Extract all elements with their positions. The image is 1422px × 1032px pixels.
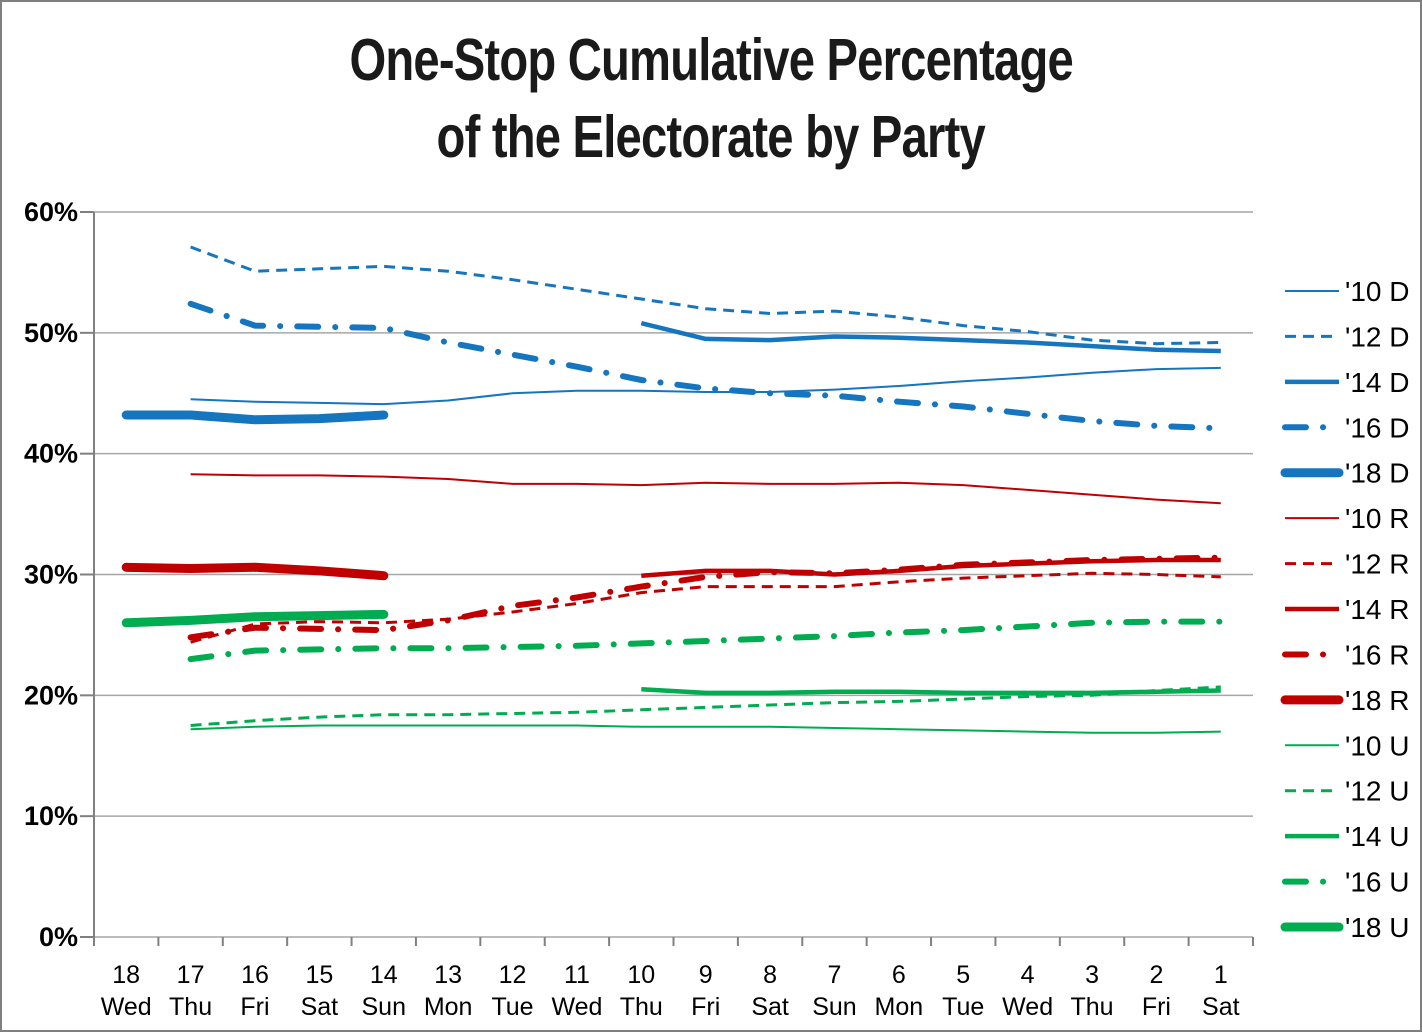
series-line-16r xyxy=(187,554,1224,641)
x-tick-weekday-label: Mon xyxy=(875,993,924,1021)
x-tick-weekday-label: Mon xyxy=(424,993,473,1021)
x-tick-day-label: 17 xyxy=(177,961,205,989)
x-tick-day-label: 5 xyxy=(956,961,970,989)
legend-label: '14 R xyxy=(1345,594,1410,625)
y-tick-label: 10% xyxy=(24,801,78,831)
series-line-18d xyxy=(121,410,389,425)
x-tick-weekday-label: Wed xyxy=(551,993,602,1021)
legend-label: '12 D xyxy=(1345,321,1410,352)
y-tick-label: 50% xyxy=(24,318,78,348)
chart-title: One-Stop Cumulative Percentage of the El… xyxy=(2,22,1420,176)
x-tick-day-label: 14 xyxy=(370,961,398,989)
x-tick-day-label: 16 xyxy=(241,961,269,989)
series-line-18u xyxy=(121,609,389,628)
x-tick-day-label: 1 xyxy=(1214,961,1228,989)
series-line-10r xyxy=(190,473,1221,505)
x-tick-day-label: 6 xyxy=(892,961,906,989)
series-line-10u xyxy=(190,724,1221,734)
x-tick-weekday-label: Wed xyxy=(1002,993,1053,1021)
y-tick-label: 60% xyxy=(24,197,78,227)
x-tick-day-label: 8 xyxy=(763,961,777,989)
legend-label: '14 U xyxy=(1345,821,1410,852)
x-tick-weekday-label: Sat xyxy=(301,993,339,1021)
x-tick-weekday-label: Thu xyxy=(1070,993,1113,1021)
series-line-16u xyxy=(187,618,1224,663)
legend-label: '10 U xyxy=(1345,730,1410,761)
series-line-12u xyxy=(190,685,1221,727)
series-line-14d xyxy=(640,321,1221,354)
y-tick-label: 40% xyxy=(24,439,78,469)
x-tick-weekday-label: Sun xyxy=(362,993,406,1021)
x-tick-weekday-label: Wed xyxy=(101,993,152,1021)
x-tick-weekday-label: Thu xyxy=(169,993,212,1021)
x-tick-weekday-label: Sun xyxy=(812,993,856,1021)
x-tick-day-label: 12 xyxy=(499,961,527,989)
series-line-10d xyxy=(190,366,1221,406)
x-tick-day-label: 13 xyxy=(434,961,462,989)
x-tick-day-label: 9 xyxy=(699,961,713,989)
x-tick-weekday-label: Fri xyxy=(691,993,720,1021)
legend-label: '10 R xyxy=(1345,503,1410,534)
x-tick-day-label: 11 xyxy=(564,961,590,989)
series-line-18r xyxy=(121,562,389,581)
x-tick-day-label: 10 xyxy=(627,961,655,989)
legend-label: '14 D xyxy=(1345,367,1410,398)
x-tick-day-label: 18 xyxy=(112,961,140,989)
x-tick-day-label: 4 xyxy=(1021,961,1035,989)
legend-label: '18 U xyxy=(1345,912,1410,943)
series-line-14u xyxy=(641,687,1221,696)
legend-label: '12 R xyxy=(1345,549,1410,580)
x-tick-weekday-label: Sat xyxy=(1202,993,1240,1021)
x-tick-weekday-label: Tue xyxy=(491,993,533,1021)
chart-title-line2: of the Electorate by Party xyxy=(436,104,986,170)
x-tick-day-label: 2 xyxy=(1149,961,1163,989)
x-tick-day-label: 3 xyxy=(1085,961,1099,989)
series-line-14r xyxy=(641,557,1221,578)
series-line-16d xyxy=(187,300,1224,432)
y-tick-label: 20% xyxy=(24,680,78,710)
series-line-12r xyxy=(190,571,1221,644)
y-tick-label: 30% xyxy=(24,560,78,590)
series-line-12d xyxy=(190,245,1221,346)
legend-label: '10 D xyxy=(1345,276,1410,307)
x-tick-weekday-label: Thu xyxy=(620,993,663,1021)
x-tick-weekday-label: Fri xyxy=(240,993,269,1021)
x-tick-weekday-label: Sat xyxy=(751,993,789,1021)
x-tick-day-label: 7 xyxy=(828,961,842,989)
legend-label: '12 U xyxy=(1345,776,1410,807)
legend-label: '18 R xyxy=(1345,685,1410,716)
x-tick-day-label: 15 xyxy=(305,961,333,989)
x-tick-weekday-label: Tue xyxy=(942,993,984,1021)
chart-title-line1: One-Stop Cumulative Percentage xyxy=(349,27,1073,93)
x-tick-weekday-label: Fri xyxy=(1142,993,1171,1021)
legend-label: '16 D xyxy=(1345,412,1410,443)
legend-label: '18 D xyxy=(1345,458,1410,489)
legend-label: '16 R xyxy=(1345,639,1410,670)
y-tick-label: 0% xyxy=(39,922,78,952)
legend-label: '16 U xyxy=(1345,867,1410,898)
